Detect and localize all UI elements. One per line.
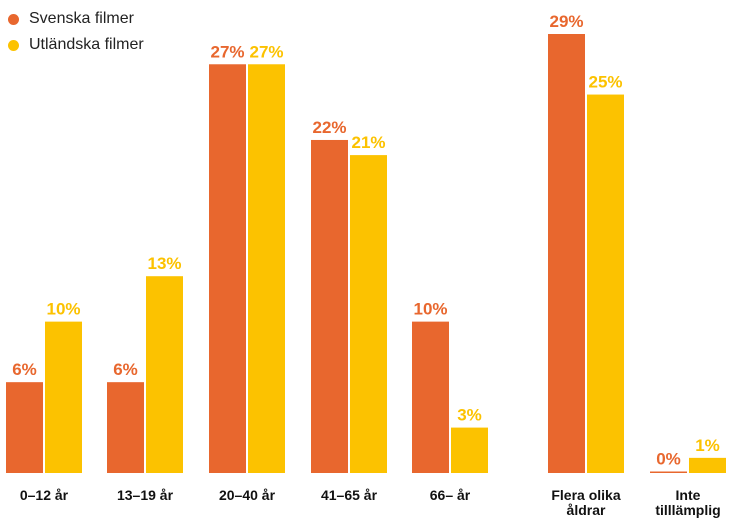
value-label-svenska-2: 27% — [210, 42, 244, 61]
category-label-2: 20–40 år — [219, 487, 276, 503]
category-label-5-line1: åldrar — [567, 502, 606, 518]
value-label-svenska-4: 10% — [413, 300, 447, 319]
bar-svenska-0 — [6, 382, 43, 473]
legend-swatch-utlandska — [8, 39, 19, 51]
bar-svenska-6 — [650, 471, 687, 473]
value-label-utlandska-1: 13% — [147, 254, 181, 273]
bar-utlandska-2 — [248, 64, 285, 473]
value-label-utlandska-0: 10% — [46, 300, 80, 319]
value-label-utlandska-2: 27% — [249, 42, 283, 61]
legend-label-utlandska: Utländska filmer — [29, 36, 144, 53]
bar-svenska-2 — [209, 64, 246, 473]
value-label-svenska-5: 29% — [549, 12, 583, 31]
category-label-6-line0: Inte — [676, 487, 701, 503]
category-label-5-line0: Flera olika — [551, 487, 620, 503]
bar-svenska-3 — [311, 139, 348, 473]
category-label-1: 13–19 år — [117, 487, 174, 503]
category-label-0: 0–12 år — [20, 487, 69, 503]
bar-utlandska-6 — [689, 457, 726, 473]
bar-utlandska-4 — [451, 427, 488, 473]
legend-item-utlandska: Utländska filmer — [8, 32, 144, 58]
bar-utlandska-0 — [45, 321, 82, 473]
value-label-svenska-3: 22% — [312, 118, 346, 137]
value-label-utlandska-5: 25% — [588, 73, 622, 92]
category-label-4: 66– år — [430, 487, 471, 503]
value-label-svenska-6: 0% — [656, 450, 681, 469]
value-label-utlandska-4: 3% — [457, 406, 482, 425]
bar-svenska-4 — [412, 321, 449, 473]
bar-svenska-5 — [548, 34, 585, 473]
value-label-svenska-1: 6% — [113, 360, 138, 379]
legend-swatch-svenska — [8, 13, 19, 25]
legend-label-svenska: Svenska filmer — [29, 10, 134, 27]
value-label-utlandska-6: 1% — [695, 436, 720, 455]
value-label-svenska-0: 6% — [12, 360, 37, 379]
bar-utlandska-1 — [146, 276, 183, 473]
category-label-3: 41–65 år — [321, 487, 378, 503]
category-label-6-line1: tilllämplig — [655, 502, 720, 518]
legend: Svenska filmer Utländska filmer — [8, 6, 144, 58]
bar-utlandska-3 — [350, 155, 387, 473]
bar-svenska-1 — [107, 382, 144, 473]
bar-utlandska-5 — [587, 94, 624, 473]
legend-item-svenska: Svenska filmer — [8, 6, 144, 32]
value-label-utlandska-3: 21% — [351, 133, 385, 152]
